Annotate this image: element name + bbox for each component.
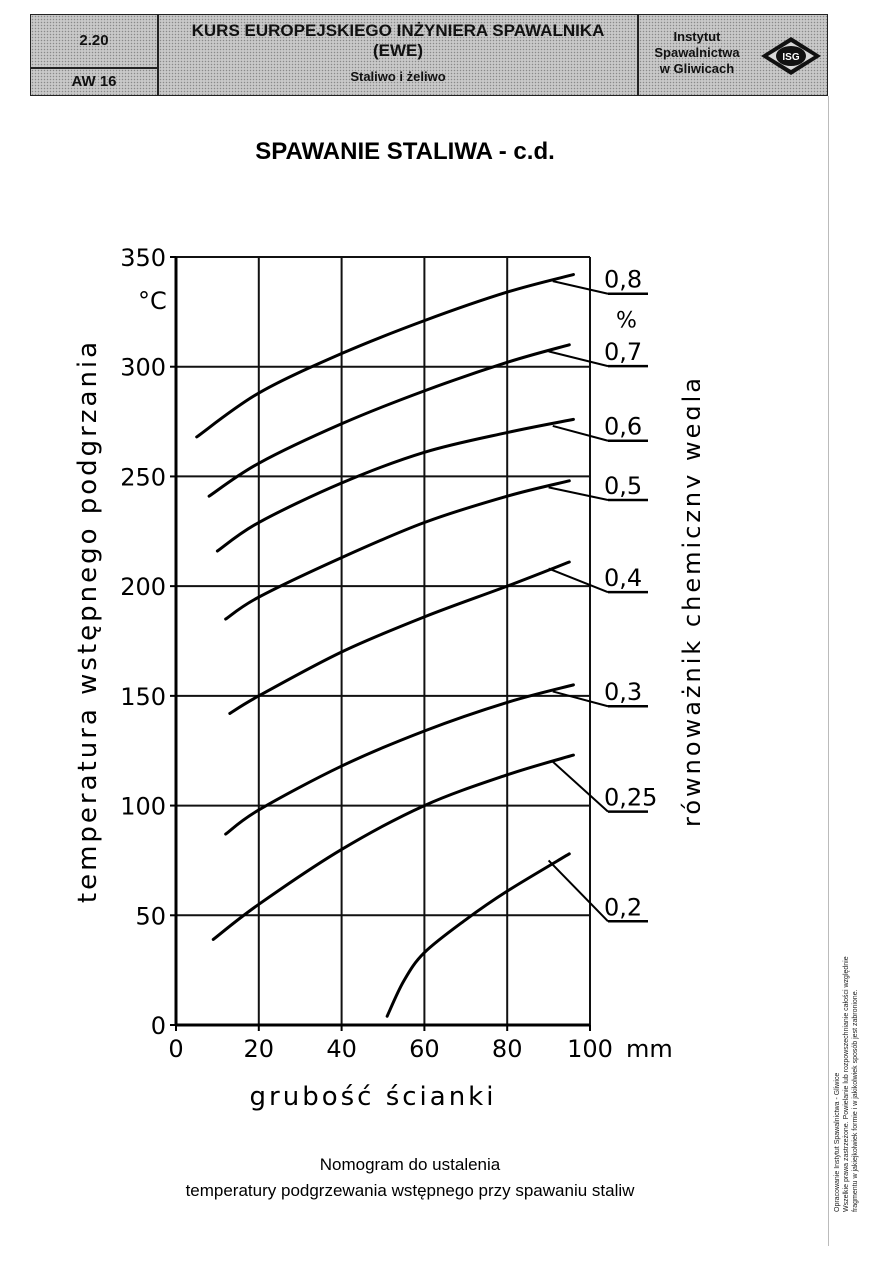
series-leader-0-4 xyxy=(548,567,609,594)
x-tick-label: 80 xyxy=(492,1035,523,1063)
y-tick-label: 150 xyxy=(120,683,166,711)
logo-text: ISG xyxy=(782,52,799,63)
right-axis-title: równoważnik chemiczny węgla xyxy=(678,375,700,827)
series-label-0-3: 0,3 xyxy=(604,678,642,706)
course-title: KURS EUROPEJSKIEGO INŻYNIERA SPAWALNIKA xyxy=(191,21,605,40)
series-leader-0-25 xyxy=(552,760,609,813)
header-course: KURS EUROPEJSKIEGO INŻYNIERA SPAWALNIKA … xyxy=(158,14,638,96)
series-line-0-3 xyxy=(224,683,575,836)
copyright-line-2: Wszelkie prawa zastrzeżone. Powielanie l… xyxy=(843,956,850,1212)
series-label-0-8: 0,8 xyxy=(604,266,642,294)
institute-line-3: w Gliwicach xyxy=(659,61,735,76)
x-tick-label: 20 xyxy=(244,1035,275,1063)
series-unit: % xyxy=(616,309,637,334)
course-subtitle: (EWE) xyxy=(372,41,424,60)
series-label-0-4: 0,4 xyxy=(604,564,642,592)
y-tick-label: 200 xyxy=(120,573,166,601)
section-number: 2.20 xyxy=(30,14,158,68)
y-tick-label: 250 xyxy=(120,463,166,491)
axes: 0 50 100 150 200 250 300 350 0 20 40 60 80 100 xyxy=(120,244,613,1063)
series-labels: 0,8 0,7 0,6 0,5 0,4 0,3 0,25 0,2 xyxy=(547,266,657,923)
series-line-0-2 xyxy=(385,852,571,1018)
x-axis-unit: mm xyxy=(626,1035,673,1063)
margin-rule xyxy=(828,96,829,1246)
series-line-0-7 xyxy=(207,343,571,498)
series-label-0-5: 0,5 xyxy=(604,472,642,500)
header-institute: Instytut Spawalnictwa w Gliwicach ISG xyxy=(638,14,828,96)
y-tick-label: 350 xyxy=(120,244,166,272)
y-tick-label: 300 xyxy=(120,354,166,382)
series-line-0-8 xyxy=(195,273,575,439)
series-leader-0-5 xyxy=(548,486,609,501)
series-label-0-2: 0,2 xyxy=(604,893,642,921)
institute-name: Instytut Spawalnictwa w Gliwicach xyxy=(641,29,753,77)
x-tick-label: 0 xyxy=(168,1035,183,1063)
y-axis-unit: °C xyxy=(138,287,167,315)
series-label-0-6: 0,6 xyxy=(604,413,642,441)
y-axis-title: temperatura wstępnego podgrzania xyxy=(73,339,103,903)
copyright-line-1: Opracowanie Instytut Spawalnictwa - Gliw… xyxy=(834,1072,841,1212)
institute-line-1: Instytut xyxy=(673,29,721,44)
y-tick-label: 0 xyxy=(151,1012,166,1040)
series-leader-0-7 xyxy=(548,350,609,368)
caption-line-2: temperatury podgrzewania wstępnego przy … xyxy=(185,1181,635,1200)
series-leader-0-6 xyxy=(552,424,609,442)
y-tick-label: 100 xyxy=(120,793,166,821)
series-line-0-5 xyxy=(224,479,571,621)
series-label-0-25: 0,25 xyxy=(604,784,657,812)
grid xyxy=(176,256,591,1025)
x-tick-label: 100 xyxy=(567,1035,613,1063)
figure-caption: Nomogram do ustalenia temperatury podgrz… xyxy=(100,1152,720,1204)
document-code: AW 16 xyxy=(30,68,158,96)
series-lines xyxy=(195,273,575,1018)
y-tick-label: 50 xyxy=(135,902,166,930)
nomogram-chart: 0 50 100 150 200 250 300 350 0 20 40 60 80 100 0,8 0,7… xyxy=(73,244,700,1112)
copyright-line-3: fragmentu w jakiejkolwiek formie i w jak… xyxy=(852,989,859,1212)
x-tick-label: 60 xyxy=(409,1035,440,1063)
institute-logo-icon: ISG xyxy=(761,37,821,75)
x-tick-label: 40 xyxy=(326,1035,357,1063)
x-axis-title: grubość ścianki xyxy=(250,1082,497,1112)
series-line-0-25 xyxy=(211,753,575,941)
course-topic: Staliwo i żeliwo xyxy=(350,69,446,84)
series-leader-0-3 xyxy=(552,690,609,708)
page-title: SPAWANIE STALIWA - c.d. xyxy=(255,138,555,165)
series-line-0-6 xyxy=(215,417,575,553)
series-line-0-4 xyxy=(228,560,571,715)
series-leader-0-2 xyxy=(547,859,609,922)
series-leader-0-8 xyxy=(552,280,609,295)
institute-line-2: Spawalnictwa xyxy=(654,45,740,60)
caption-line-1: Nomogram do ustalenia xyxy=(319,1155,501,1174)
series-label-0-7: 0,7 xyxy=(604,338,642,366)
copyright-note: Opracowanie Instytut Spawalnictwa - Gliw… xyxy=(833,852,860,1212)
